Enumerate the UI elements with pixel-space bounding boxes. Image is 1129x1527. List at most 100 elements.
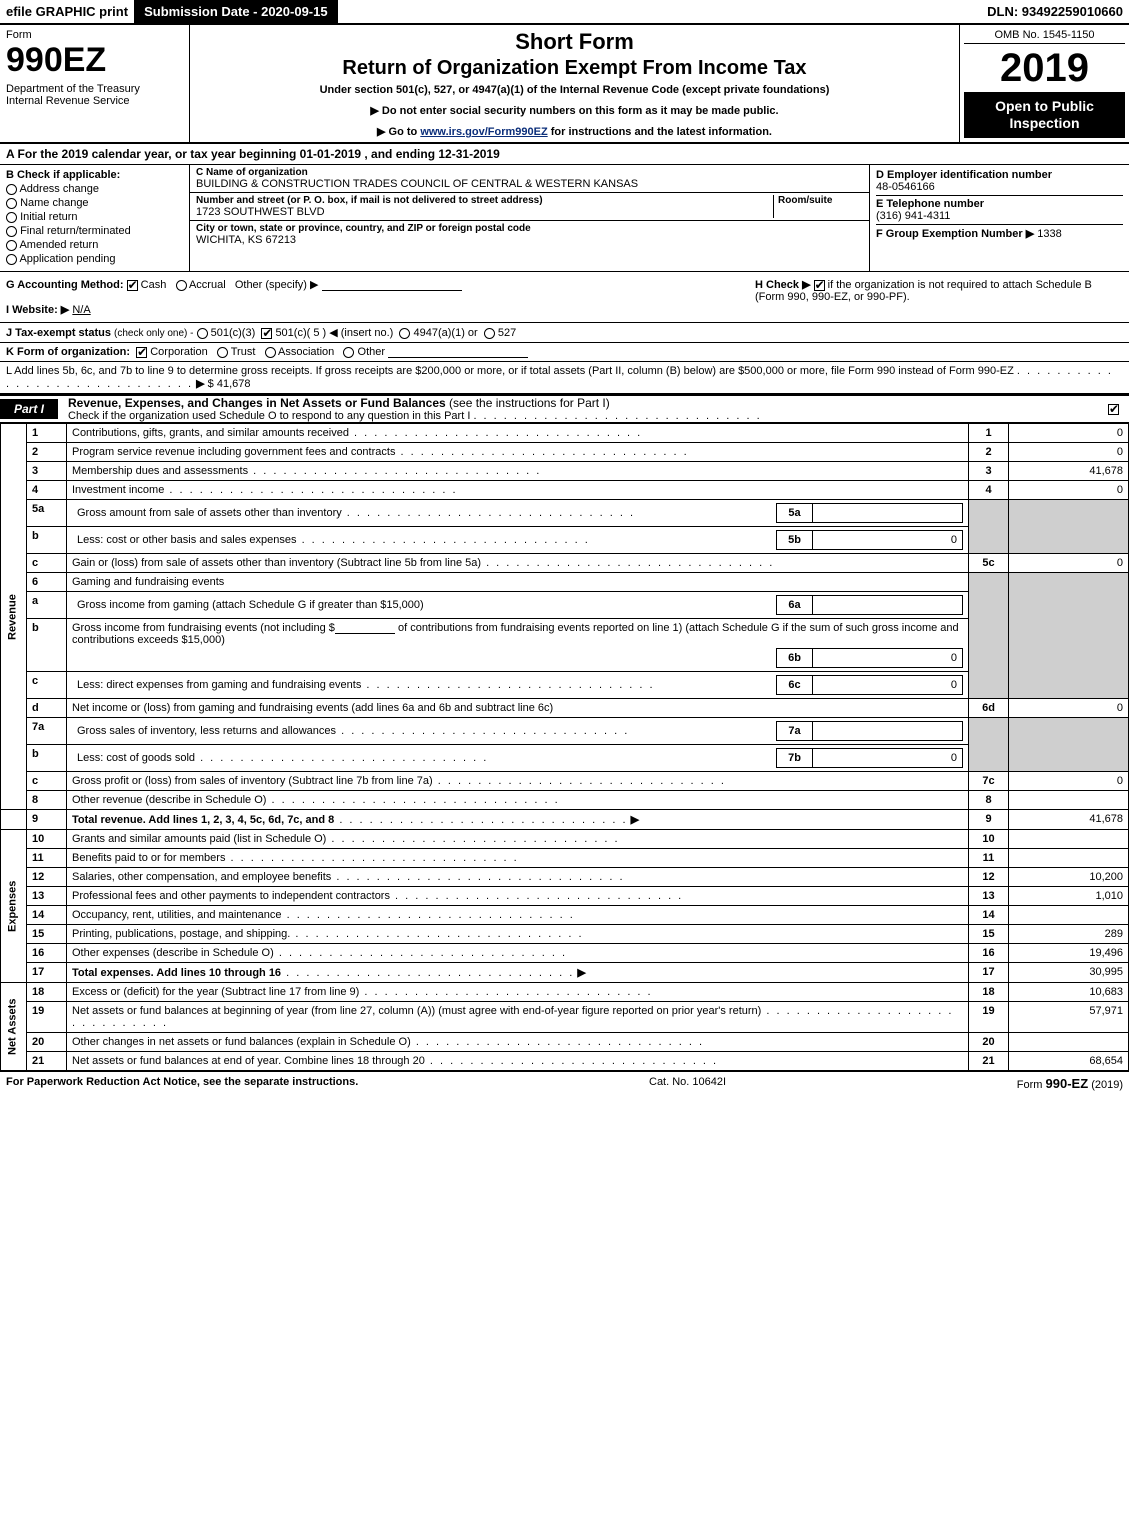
g-label: G Accounting Method: — [6, 279, 124, 291]
row-j: J Tax-exempt status (check only one) - 5… — [0, 323, 1129, 343]
room-label: Room/suite — [778, 195, 863, 206]
i-label: I Website: ▶ — [6, 304, 69, 316]
form-id: Form 990-EZ (2019) — [1017, 1076, 1123, 1091]
tax-period: A For the 2019 calendar year, or tax yea… — [0, 144, 1129, 165]
line-10: Expenses 10 Grants and similar amounts p… — [1, 830, 1129, 849]
box-b-label: B Check if applicable: — [6, 169, 120, 181]
expenses-side-label: Expenses — [1, 830, 27, 983]
chk-527[interactable] — [484, 328, 495, 339]
j-note: (check only one) - — [114, 328, 193, 339]
phone-value: (316) 941-4311 — [876, 210, 950, 222]
part-1-sub: Check if the organization used Schedule … — [68, 410, 470, 422]
chk-association[interactable] — [265, 347, 276, 358]
dln-label: DLN: 93492259010660 — [981, 0, 1129, 23]
line-13: 13 Professional fees and other payments … — [1, 887, 1129, 906]
part-1-table: Revenue 1 Contributions, gifts, grants, … — [0, 423, 1129, 1071]
goto-post: for instructions and the latest informat… — [551, 126, 772, 138]
line-7a: 7a Gross sales of inventory, less return… — [1, 718, 1129, 745]
chk-other-org[interactable] — [343, 347, 354, 358]
line-2: 2 Program service revenue including gove… — [1, 443, 1129, 462]
part-1-check[interactable] — [1108, 402, 1129, 416]
line-21: 21 Net assets or fund balances at end of… — [1, 1052, 1129, 1071]
org-name-value: BUILDING & CONSTRUCTION TRADES COUNCIL O… — [196, 178, 863, 190]
chk-no-schedule-b[interactable] — [814, 280, 825, 291]
under-section: Under section 501(c), 527, or 4947(a)(1)… — [200, 84, 949, 96]
chk-cash[interactable] — [127, 280, 138, 291]
line-9: 9 Total revenue. Add lines 1, 2, 3, 4, 5… — [1, 810, 1129, 830]
chk-501c3[interactable] — [197, 328, 208, 339]
row-k: K Form of organization: Corporation Trus… — [0, 343, 1129, 362]
city-cell: City or town, state or province, country… — [190, 221, 869, 248]
line-17: 17 Total expenses. Add lines 10 through … — [1, 963, 1129, 983]
return-title: Return of Organization Exempt From Incom… — [200, 57, 949, 80]
line-5a: 5a Gross amount from sale of assets othe… — [1, 500, 1129, 527]
other-org-line[interactable] — [388, 346, 528, 358]
website-value: N/A — [72, 304, 90, 316]
chk-4947a1[interactable] — [399, 328, 410, 339]
chk-address-change[interactable]: Address change — [6, 183, 183, 195]
line-11: 11 Benefits paid to or for members 11 — [1, 849, 1129, 868]
part-1-tab: Part I — [0, 399, 58, 419]
phone-cell: E Telephone number (316) 941-4311 — [876, 196, 1123, 225]
arrow-icon: ▶ — [196, 378, 204, 390]
arrow-icon: ▶ — [1026, 228, 1034, 240]
accounting-method: G Accounting Method: Cash Accrual Other … — [6, 278, 743, 291]
box-c: C Name of organization BUILDING & CONSTR… — [190, 165, 869, 271]
chk-application-pending[interactable]: Application pending — [6, 253, 183, 265]
form-header: Form 990EZ Department of the Treasury In… — [0, 25, 1129, 144]
line-4: 4 Investment income 4 0 — [1, 481, 1129, 500]
line-5c: c Gain or (loss) from sale of assets oth… — [1, 554, 1129, 573]
box-def: D Employer identification number 48-0546… — [869, 165, 1129, 271]
header-left: Form 990EZ Department of the Treasury In… — [0, 25, 190, 142]
group-exemption-cell: F Group Exemption Number ▶ 1338 — [876, 225, 1123, 242]
part-1-header: Part I Revenue, Expenses, and Changes in… — [0, 394, 1129, 423]
org-name-cell: C Name of organization BUILDING & CONSTR… — [190, 165, 869, 193]
chk-corporation[interactable] — [136, 347, 147, 358]
chk-initial-return[interactable]: Initial return — [6, 211, 183, 223]
efile-label[interactable]: efile GRAPHIC print — [0, 0, 134, 23]
dept-treasury: Department of the Treasury — [6, 83, 183, 95]
box-b: B Check if applicable: Address change Na… — [0, 165, 190, 271]
l-amount: $ 41,678 — [208, 378, 251, 390]
ein-cell: D Employer identification number 48-0546… — [876, 167, 1123, 196]
chk-name-change[interactable]: Name change — [6, 197, 183, 209]
line-15: 15 Printing, publications, postage, and … — [1, 925, 1129, 944]
street-label: Number and street (or P. O. box, if mail… — [196, 195, 773, 206]
group-exemption-value: 1338 — [1037, 228, 1061, 240]
goto-link-line: ▶ Go to www.irs.gov/Form990EZ for instru… — [200, 125, 949, 138]
open-inspection: Open to Public Inspection — [964, 92, 1125, 138]
line-18: Net Assets 18 Excess or (deficit) for th… — [1, 983, 1129, 1002]
l-text: L Add lines 5b, 6c, and 7b to line 9 to … — [6, 365, 1014, 377]
line-8: 8 Other revenue (describe in Schedule O)… — [1, 791, 1129, 810]
dots-icon — [473, 410, 761, 422]
spacer — [338, 0, 982, 23]
line-7b: b Less: cost of goods sold 7b 0 — [1, 745, 1129, 772]
line-7c: c Gross profit or (loss) from sales of i… — [1, 772, 1129, 791]
chk-final-return[interactable]: Final return/terminated — [6, 225, 183, 237]
street-cell: Number and street (or P. O. box, if mail… — [190, 193, 869, 221]
website-row: I Website: ▶ N/A — [6, 303, 743, 316]
other-specify-line[interactable] — [322, 279, 462, 291]
goto-pre: ▶ Go to — [377, 126, 420, 138]
line-6a: a Gross income from gaming (attach Sched… — [1, 592, 1129, 619]
short-form-title: Short Form — [200, 29, 949, 55]
no-ssn-note: ▶ Do not enter social security numbers o… — [200, 104, 949, 117]
chk-accrual[interactable] — [176, 280, 187, 291]
chk-trust[interactable] — [217, 347, 228, 358]
goto-link[interactable]: www.irs.gov/Form990EZ — [420, 126, 547, 138]
netassets-side-label: Net Assets — [1, 983, 27, 1071]
ein-value: 48-0546166 — [876, 181, 935, 193]
line-6d: d Net income or (loss) from gaming and f… — [1, 699, 1129, 718]
line-6c: c Less: direct expenses from gaming and … — [1, 672, 1129, 699]
chk-501c[interactable] — [261, 328, 272, 339]
revenue-side-label: Revenue — [1, 424, 27, 810]
line-6b: b Gross income from fundraising events (… — [1, 619, 1129, 672]
city-value: WICHITA, KS 67213 — [196, 234, 863, 246]
line-20: 20 Other changes in net assets or fund b… — [1, 1033, 1129, 1052]
city-label: City or town, state or province, country… — [196, 223, 863, 234]
chk-amended-return[interactable]: Amended return — [6, 239, 183, 251]
info-row-bcdef: B Check if applicable: Address change Na… — [0, 165, 1129, 272]
line-19: 19 Net assets or fund balances at beginn… — [1, 1002, 1129, 1033]
omb-number: OMB No. 1545-1150 — [964, 29, 1125, 44]
form-label: Form — [6, 29, 183, 41]
